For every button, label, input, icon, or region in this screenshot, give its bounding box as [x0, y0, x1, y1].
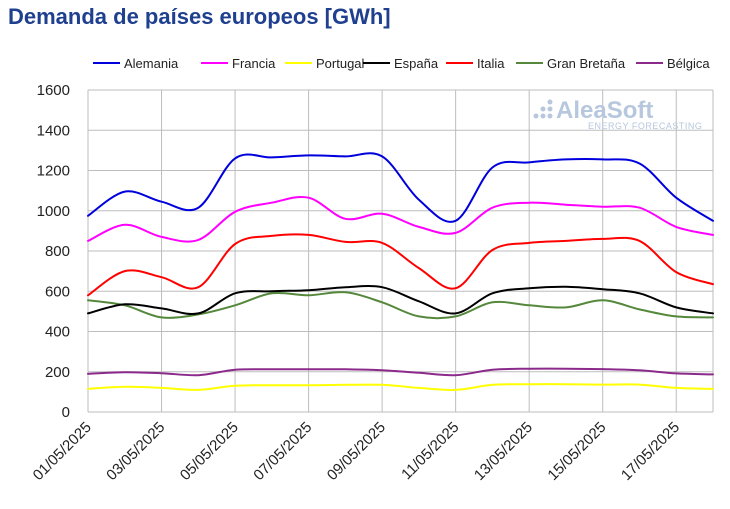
legend-label-espana: España	[394, 56, 439, 71]
series-line-italia	[87, 233, 714, 297]
series-line-belgica	[87, 367, 714, 377]
y-tick-label: 1200	[37, 163, 70, 180]
x-axis: 01/05/2025 03/05/2025 05/05/2025 07/05/2025…	[30, 419, 683, 484]
aleasoft-watermark: AleaSoft ENERGY FORECASTING	[533, 97, 702, 131]
y-tick-label: 1400	[37, 122, 70, 139]
y-tick-label: 200	[45, 364, 70, 381]
legend-label-gran-bretana: Gran Bretaña	[547, 56, 626, 71]
series-line-portugal	[87, 383, 714, 391]
x-tick-label: 13/05/2025	[471, 419, 536, 484]
y-tick-label: 400	[45, 324, 70, 341]
watermark-brand: AleaSoft	[556, 97, 653, 124]
x-tick-label: 01/05/2025	[30, 419, 95, 484]
x-tick-label: 17/05/2025	[618, 419, 683, 484]
legend: Alemania Francia Portugal España Italia Gran …	[93, 56, 710, 71]
series-lines	[87, 152, 714, 391]
x-tick-label: 03/05/2025	[103, 419, 168, 484]
watermark-tagline: ENERGY FORECASTING	[588, 121, 702, 131]
legend-label-belgica: Bélgica	[667, 56, 710, 71]
series-line-francia	[87, 196, 714, 243]
x-tick-label: 05/05/2025	[177, 419, 242, 484]
y-tick-label: 1600	[37, 82, 70, 99]
legend-label-francia: Francia	[232, 56, 276, 71]
chart-title: Demanda de países europeos [GWh]	[8, 4, 391, 29]
y-axis: 0 200 400 600 800 1000 1200 1400 1600	[37, 82, 70, 421]
y-tick-label: 1000	[37, 203, 70, 220]
x-tick-label: 15/05/2025	[544, 419, 609, 484]
grid-lines	[87, 89, 714, 413]
y-tick-label: 800	[45, 243, 70, 260]
legend-label-portugal: Portugal	[316, 56, 365, 71]
aleasoft-logo-dots-icon	[533, 99, 553, 119]
series-line-espana	[87, 285, 714, 315]
series-line-gran-bretana	[87, 291, 714, 320]
x-tick-label: 07/05/2025	[250, 419, 315, 484]
y-tick-label: 0	[62, 404, 70, 421]
x-tick-label: 11/05/2025	[398, 419, 462, 483]
x-tick-label: 09/05/2025	[324, 419, 389, 484]
legend-label-italia: Italia	[477, 56, 505, 71]
series-line-alemania	[87, 152, 714, 223]
y-tick-label: 600	[45, 283, 70, 300]
legend-label-alemania: Alemania	[124, 56, 179, 71]
